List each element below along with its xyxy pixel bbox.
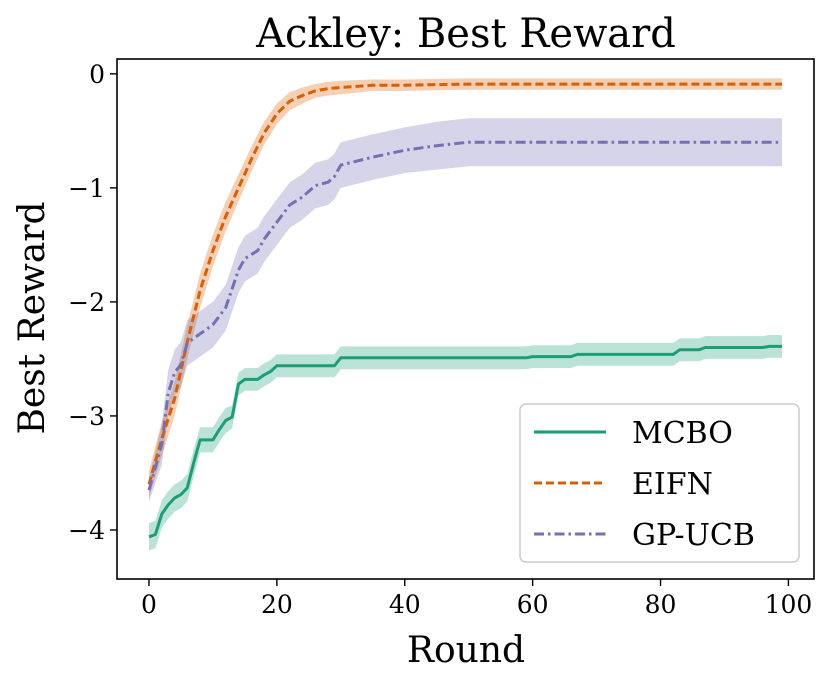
y-axis-label: Best Reward xyxy=(12,201,53,434)
y-tick-label: −2 xyxy=(68,288,105,317)
x-tick-label: 80 xyxy=(645,590,677,619)
legend-label-mcbo: MCBO xyxy=(632,416,733,451)
x-tick-label: 0 xyxy=(141,590,157,619)
legend: MCBO EIFN GP-UCB xyxy=(519,403,800,563)
eifn-line xyxy=(147,82,782,485)
gp-ucb-band xyxy=(149,118,782,502)
y-tick-label: 0 xyxy=(89,60,105,89)
y-tick-label: −3 xyxy=(68,402,105,431)
x-tick-label: 60 xyxy=(517,590,549,619)
mcbo-line xyxy=(148,344,782,539)
x-axis-ticks: 0 20 40 60 80 100 xyxy=(141,579,812,619)
confidence-bands xyxy=(149,78,782,551)
x-axis-label: Round xyxy=(407,630,525,671)
series-lines xyxy=(147,82,782,539)
chart-title: Ackley: Best Reward xyxy=(255,11,676,57)
x-tick-label: 40 xyxy=(389,590,421,619)
mcbo-band xyxy=(149,335,782,551)
x-tick-label: 20 xyxy=(261,590,293,619)
legend-label-gp-ucb: GP-UCB xyxy=(632,518,755,553)
plot-frame xyxy=(116,58,815,580)
gp-ucb-line xyxy=(147,140,782,491)
y-tick-label: −1 xyxy=(68,174,105,203)
x-tick-label: 100 xyxy=(765,590,813,619)
legend-box xyxy=(519,403,800,563)
legend-label-eifn: EIFN xyxy=(632,467,713,502)
y-tick-label: −4 xyxy=(68,516,105,545)
y-axis-ticks: 0 −1 −2 −3 −4 xyxy=(68,60,117,545)
